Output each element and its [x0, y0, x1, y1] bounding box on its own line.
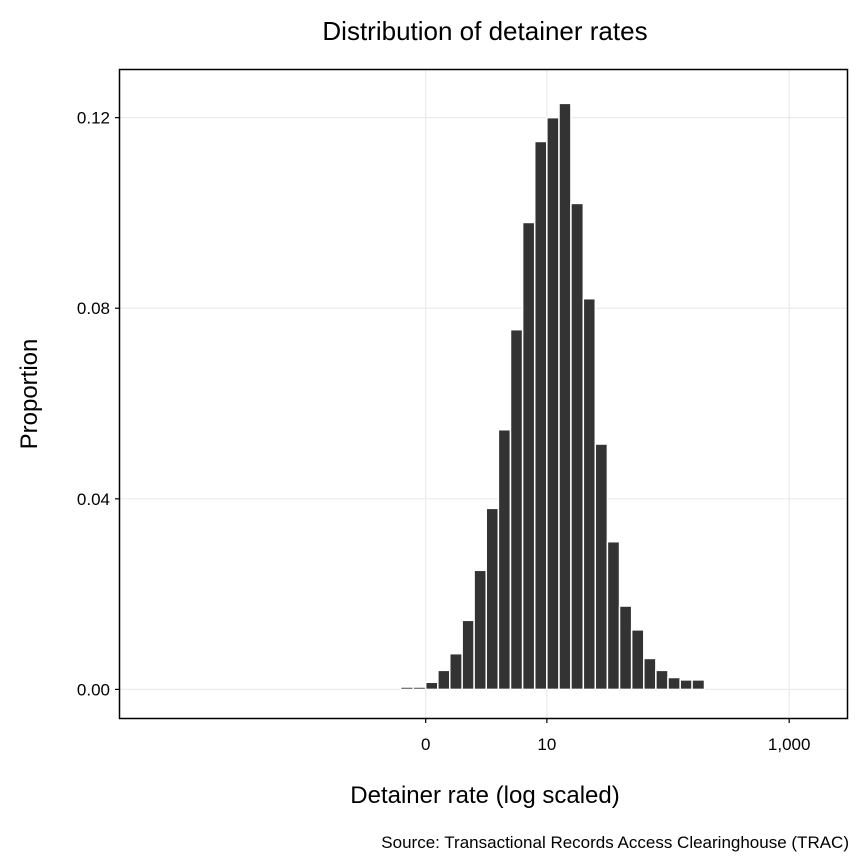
y-tick-label: 0.00 [77, 680, 110, 699]
x-tick-label: 10 [537, 735, 556, 754]
histogram-bar [582, 297, 597, 691]
histogram-bar [618, 605, 633, 691]
histogram-bar [412, 686, 427, 691]
histogram-bar [533, 140, 548, 691]
histogram-bar [509, 328, 524, 691]
x-tick-label: 0 [421, 735, 430, 754]
x-axis-title: Detainer rate (log scaled) [350, 782, 619, 809]
histogram-bar [546, 116, 560, 691]
histogram-bar [679, 679, 693, 691]
histogram-bar [606, 540, 621, 691]
x-tick-label: 1,000 [768, 735, 811, 754]
x-axis-ticks: 0 10 1,000 [421, 718, 811, 754]
histogram-bar [437, 669, 451, 691]
histogram-bar [521, 221, 536, 691]
y-axis-ticks: 0.00 0.04 0.08 0.12 [77, 109, 120, 699]
y-tick-label: 0.04 [77, 490, 110, 509]
y-axis-title: Proportion [16, 339, 43, 450]
histogram-bar [655, 669, 669, 691]
histogram-bar [473, 569, 487, 691]
histogram-bar [667, 676, 681, 691]
histogram-bar [424, 681, 439, 691]
chart-title: Distribution of detainer rates [322, 16, 647, 46]
histogram-bar [399, 686, 415, 691]
source-caption: Source: Transactional Records Access Cle… [381, 833, 849, 852]
histogram-bar [630, 629, 645, 691]
histogram-bar [594, 443, 609, 691]
histogram-bar [461, 619, 475, 691]
histogram-bar [570, 202, 585, 691]
panel-border [118, 68, 849, 720]
histogram-bar [643, 657, 657, 691]
histogram-bar [691, 679, 706, 691]
histogram-bar [497, 428, 512, 691]
histogram-bars [399, 102, 706, 691]
y-tick-label: 0.12 [77, 109, 110, 128]
histogram-bar [485, 507, 500, 691]
histogram-bar [558, 102, 572, 691]
histogram-bar [449, 652, 463, 691]
y-tick-label: 0.08 [77, 299, 110, 318]
